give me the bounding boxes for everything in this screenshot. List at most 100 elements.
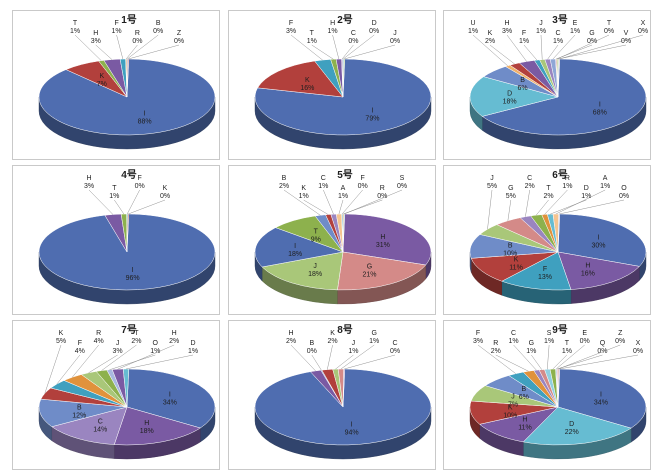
pie-chart-panel-4: I 96% H 3% T 1% F 0% K 0% 4号 bbox=[12, 165, 220, 315]
slice-value: 1% bbox=[468, 28, 478, 35]
slice-label: C bbox=[392, 340, 397, 347]
slice-label: E bbox=[582, 330, 587, 337]
slice-label: I bbox=[597, 235, 599, 242]
chart-title: 4号 bbox=[121, 169, 137, 181]
leader-line bbox=[507, 199, 512, 221]
slice-value: 10% bbox=[503, 251, 517, 258]
slice-label: F bbox=[476, 330, 480, 337]
slice-value: 0% bbox=[619, 193, 629, 200]
slice-label: F bbox=[361, 175, 365, 182]
leader-line bbox=[311, 354, 322, 371]
slice-value: 1% bbox=[318, 183, 328, 190]
slice-label: S bbox=[547, 330, 552, 337]
slice-value: 1% bbox=[526, 348, 536, 355]
pie-slice-i bbox=[557, 213, 647, 267]
slice-value: 1% bbox=[348, 348, 358, 355]
leader-line bbox=[559, 34, 644, 60]
leader-line bbox=[552, 354, 568, 370]
pie-chart-svg-1: I88%K7%T1% H3%F1% R0%B0% Z0%1号 bbox=[38, 14, 216, 150]
slice-value: 0% bbox=[604, 28, 614, 35]
pie-chart-svg-9: I34%D22%H11%K10%J7%B6%F3% R2%C1% G1%S1% T1%… bbox=[469, 324, 647, 460]
pie-slice-b bbox=[38, 398, 128, 427]
leader-line bbox=[109, 354, 156, 370]
slice-value: 12% bbox=[72, 413, 86, 420]
slice-label: T bbox=[314, 229, 319, 236]
chart-title: 3号 bbox=[552, 14, 568, 26]
slice-label: K bbox=[163, 185, 168, 192]
slice-value: 34% bbox=[163, 399, 177, 406]
slice-value: 0% bbox=[307, 348, 317, 355]
slice-label: T bbox=[134, 330, 139, 337]
leader-line bbox=[290, 344, 316, 372]
slice-label: K bbox=[488, 30, 493, 37]
slice-value: 96% bbox=[126, 275, 140, 282]
slice-label: K bbox=[99, 73, 104, 80]
slice-value: 2% bbox=[131, 338, 141, 345]
slice-label: A bbox=[341, 185, 346, 192]
slice-label: A bbox=[603, 175, 608, 182]
leader-line bbox=[101, 344, 137, 371]
leader-line bbox=[116, 34, 124, 60]
slice-value: 0% bbox=[615, 338, 625, 345]
slice-label: T bbox=[565, 340, 570, 347]
leader-line bbox=[125, 354, 194, 370]
slice-value: 0% bbox=[633, 348, 643, 355]
slice-value: 79% bbox=[365, 116, 379, 123]
slice-label: Q bbox=[600, 340, 606, 347]
slice-label: G bbox=[508, 185, 513, 192]
slice-label: I bbox=[294, 243, 296, 250]
pie-slice-k bbox=[470, 251, 559, 282]
slice-label: R bbox=[135, 30, 140, 37]
slice-value: 1% bbox=[328, 28, 338, 35]
slice-label: C bbox=[527, 175, 532, 182]
slice-label: B bbox=[309, 340, 314, 347]
slice-value: 1% bbox=[112, 28, 122, 35]
slice-value: 1% bbox=[299, 193, 309, 200]
slice-value: 2% bbox=[286, 338, 296, 345]
slice-label: H bbox=[522, 416, 527, 423]
slice-label: O bbox=[153, 340, 159, 347]
leader-line bbox=[487, 189, 493, 230]
slice-label: C bbox=[555, 30, 560, 37]
slice-value: 1% bbox=[581, 193, 591, 200]
slice-value: 0% bbox=[174, 38, 184, 45]
slice-value: 2% bbox=[544, 193, 554, 200]
slice-value: 0% bbox=[135, 183, 145, 190]
slice-label: D bbox=[372, 20, 377, 27]
slice-value: 7% bbox=[97, 81, 107, 88]
leader-line bbox=[477, 344, 516, 374]
slice-label: F bbox=[289, 20, 293, 27]
slice-value: 18% bbox=[288, 251, 302, 258]
slice-label: C bbox=[321, 175, 326, 182]
leader-line bbox=[290, 34, 323, 61]
leader-line bbox=[341, 189, 363, 215]
slice-value: 31% bbox=[376, 242, 390, 249]
slice-label: R bbox=[565, 175, 570, 182]
slice-value: 0% bbox=[580, 338, 590, 345]
slice-value: 13% bbox=[538, 274, 552, 281]
slice-value: 1% bbox=[519, 38, 529, 45]
slice-label: X bbox=[636, 340, 641, 347]
slice-label: S bbox=[400, 175, 405, 182]
leader-line bbox=[523, 44, 538, 61]
leader-line bbox=[95, 44, 113, 60]
slice-label: X bbox=[641, 20, 646, 27]
slice-value: 0% bbox=[377, 193, 387, 200]
pie-chart-svg-8: I94%H2% B0%K2% J1%G1% C0%8号 bbox=[254, 324, 432, 460]
leader-line bbox=[552, 34, 576, 60]
slice-value: 16% bbox=[300, 85, 314, 92]
leader-line bbox=[472, 34, 508, 66]
slice-label: K bbox=[59, 330, 64, 337]
slice-label: C bbox=[511, 330, 516, 337]
pie-slice-i bbox=[481, 58, 647, 136]
slice-value: 0% bbox=[358, 183, 368, 190]
pie-chart-panel-1: I 88% K 7% T 1% H 3% F 1% R 0% B 0% Z 0% 1号 bbox=[12, 10, 220, 160]
leader-line bbox=[344, 189, 403, 215]
slice-label: D bbox=[584, 185, 589, 192]
slice-label: K bbox=[508, 404, 513, 411]
leader-line bbox=[547, 44, 559, 60]
slice-label: G bbox=[589, 30, 594, 37]
leader-line bbox=[323, 189, 334, 215]
pie-slice-g bbox=[337, 251, 427, 291]
slice-value: 0% bbox=[397, 183, 407, 190]
